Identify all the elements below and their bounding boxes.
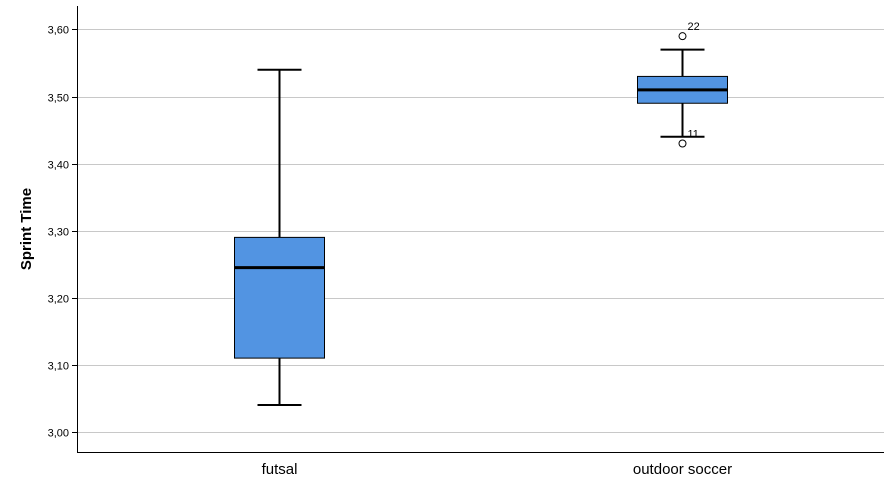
y-tick-label: 3,10	[48, 361, 69, 373]
outlier-point	[678, 32, 687, 41]
plot-area	[77, 6, 884, 452]
y-axis-title: Sprint Time	[18, 188, 35, 270]
y-tick-label: 3,60	[48, 25, 69, 37]
iqr-box	[234, 236, 325, 359]
y-tick-label: 3,40	[48, 160, 69, 172]
outlier-label: 11	[688, 128, 699, 140]
outlier-label: 22	[688, 21, 700, 33]
x-category-labels: futsal outdoor soccer	[262, 461, 733, 478]
y-tick-labels: 3,00 3,10 3,20 3,30 3,40 3,50 3,60	[48, 25, 77, 440]
x-category-label: futsal	[262, 461, 298, 478]
box-futsal	[234, 68, 325, 407]
y-tick-label: 3,50	[48, 93, 69, 105]
outlier-point	[678, 139, 687, 148]
y-tick-label: 3,20	[48, 294, 69, 306]
x-category-label: outdoor soccer	[633, 461, 732, 478]
y-tick-label: 3,30	[48, 227, 69, 239]
axes	[77, 6, 884, 453]
grid-lines	[77, 29, 884, 433]
boxes: 22 11	[234, 21, 728, 407]
y-tick-label: 3,00	[48, 428, 69, 440]
box-outdoor-soccer: 22 11	[637, 21, 728, 148]
